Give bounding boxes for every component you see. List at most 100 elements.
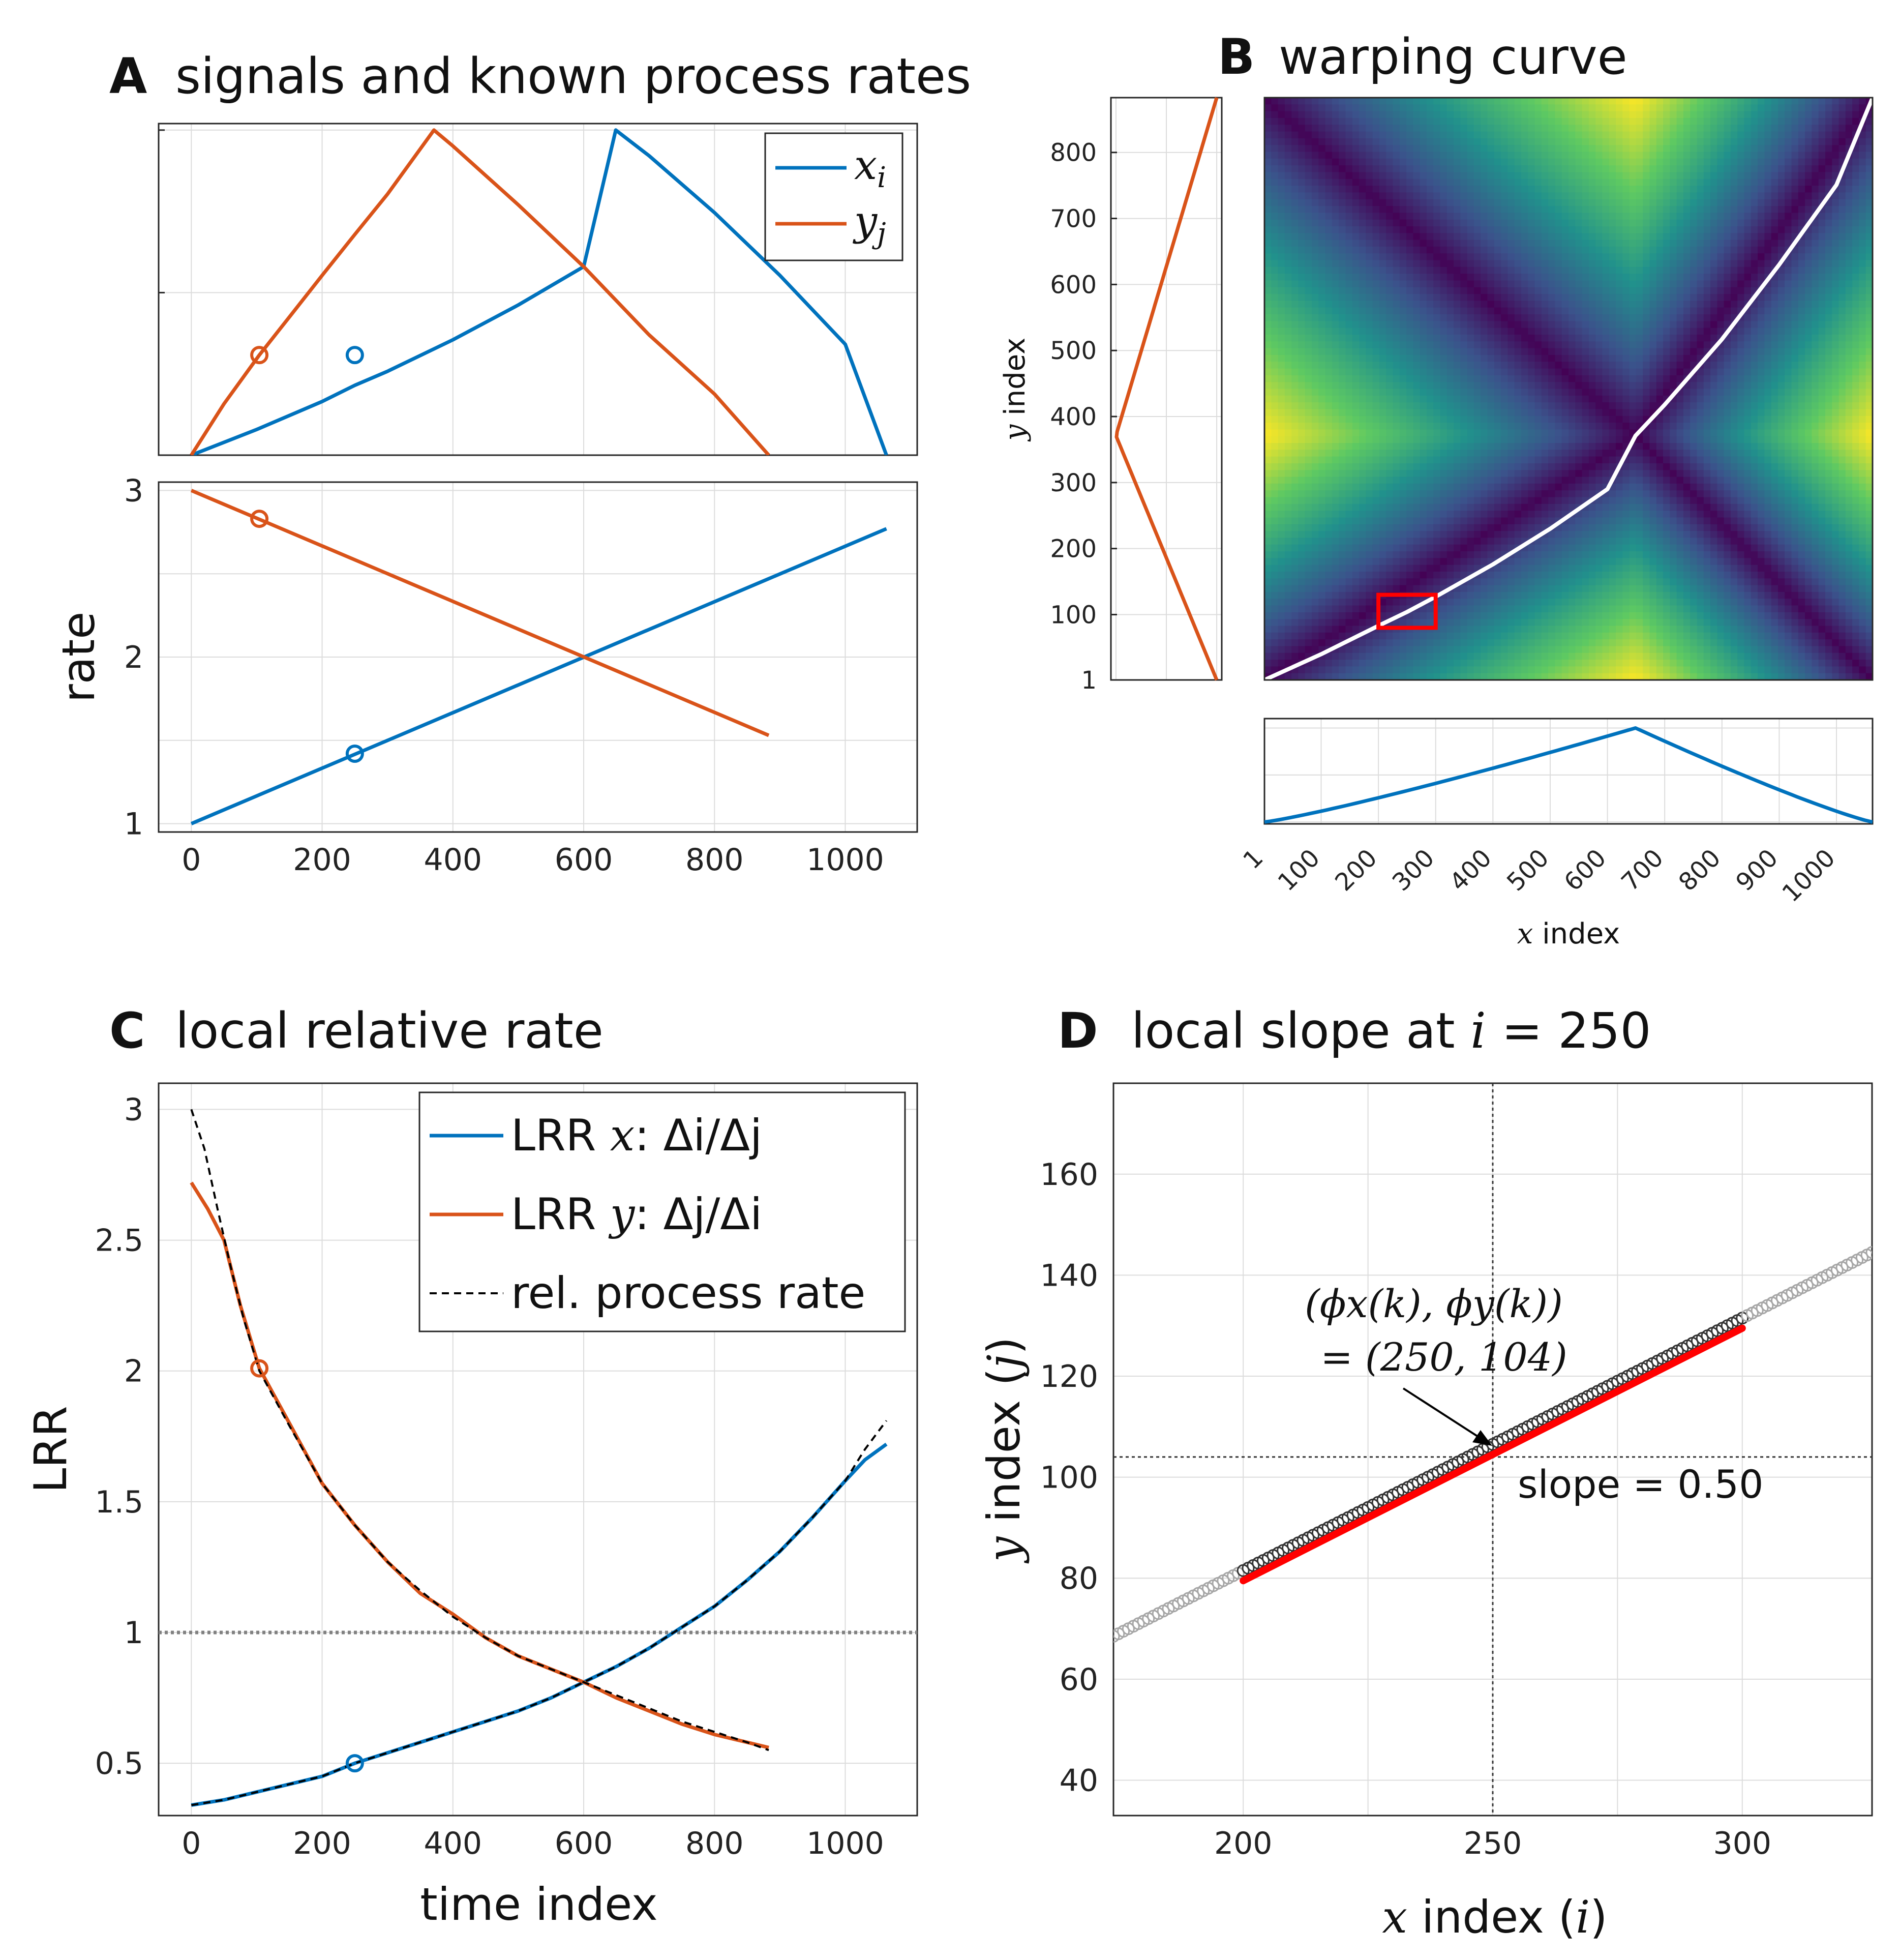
b-heatmap-cell [1588, 477, 1596, 484]
b-heatmap-cell [1481, 328, 1488, 335]
b-heatmap-cell [1501, 348, 1509, 355]
b-heatmap-cell [1393, 578, 1400, 586]
b-heatmap-cell [1332, 172, 1339, 180]
b-heatmap-cell [1609, 605, 1616, 613]
b-heatmap-cell [1413, 348, 1421, 355]
b-heatmap-cell [1602, 456, 1610, 464]
b-heatmap-cell [1345, 165, 1353, 173]
b-heatmap-cell [1420, 307, 1427, 315]
b-heatmap-cell [1352, 348, 1360, 355]
b-heatmap-cell [1446, 165, 1454, 173]
b-heatmap-cell [1318, 301, 1326, 308]
b-heatmap-cell [1399, 483, 1407, 491]
b-heatmap-cell [1481, 266, 1488, 274]
b-heatmap-cell [1501, 152, 1509, 159]
b-heatmap-cell [1318, 341, 1326, 349]
b-heatmap-cell [1487, 470, 1495, 478]
b-heatmap-cell [1264, 335, 1272, 342]
b-heatmap-cell [1609, 503, 1616, 511]
b-heatmap-cell [1481, 652, 1488, 660]
b-heatmap-cell [1379, 389, 1386, 396]
b-heatmap-cell [1629, 152, 1637, 159]
b-heatmap-cell [1433, 341, 1441, 349]
b-heatmap-cell [1318, 585, 1326, 592]
b-heatmap-cell [1561, 253, 1569, 261]
b-heatmap-cell [1440, 652, 1447, 660]
b-heatmap-cell [1609, 260, 1616, 268]
b-heatmap-cell [1305, 524, 1312, 531]
b-heatmap-cell [1494, 544, 1501, 552]
b-heatmap-cell [1426, 652, 1434, 660]
b-heatmap-cell [1514, 266, 1522, 274]
b-heatmap-cell [1494, 511, 1501, 518]
b-heatmap-cell [1359, 652, 1367, 660]
b-heatmap-cell [1446, 443, 1454, 451]
b-heatmap-cell [1278, 415, 1285, 423]
b-heatmap-cell [1548, 131, 1556, 139]
b-heatmap-cell [1460, 314, 1468, 322]
b-heatmap-cell [1440, 531, 1447, 539]
a2-ytick-2: 3 [124, 473, 143, 509]
b-heatmap-cell [1284, 456, 1292, 464]
b-heatmap-cell [1460, 612, 1468, 619]
b-heatmap-cell [1582, 409, 1589, 417]
b-heatmap-cell [1622, 599, 1630, 606]
b-heatmap-cell [1514, 172, 1522, 180]
b-heatmap-cell [1487, 483, 1495, 491]
b-heatmap-cell [1602, 158, 1610, 166]
b-heatmap-cell [1318, 619, 1326, 627]
b-heatmap-cell [1366, 544, 1373, 552]
b-heatmap-cell [1399, 375, 1407, 382]
b-heatmap-cell [1569, 531, 1576, 539]
b-heatmap-cell [1514, 382, 1522, 390]
b-heatmap-cell [1521, 158, 1529, 166]
b-heatmap-cell [1629, 646, 1637, 654]
b-heatmap-cell [1528, 131, 1535, 139]
b-heatmap-cell [1433, 240, 1441, 247]
b-heatmap-cell [1298, 632, 1306, 640]
b-heatmap-cell [1264, 652, 1272, 660]
b-heatmap-cell [1399, 362, 1407, 369]
b-heatmap-cell [1548, 477, 1556, 484]
b-heatmap-cell [1264, 152, 1272, 159]
b-heatmap-cell [1514, 246, 1522, 254]
b-heatmap-cell [1284, 158, 1292, 166]
b-heatmap-cell [1460, 423, 1468, 430]
b-heatmap-cell [1494, 192, 1501, 200]
b-heatmap-cell [1541, 335, 1549, 342]
b-heatmap-cell [1616, 199, 1623, 206]
b-heatmap-cell [1609, 443, 1616, 451]
b-heatmap-cell [1291, 213, 1299, 220]
b-heatmap-cell [1454, 335, 1461, 342]
b-heatmap-cell [1386, 389, 1394, 396]
b-heatmap-cell [1501, 605, 1509, 613]
b-heatmap-cell [1325, 145, 1333, 153]
b-heatmap-cell [1481, 98, 1488, 105]
b-heatmap-cell [1481, 138, 1488, 145]
b-heatmap-cell [1541, 206, 1549, 214]
b-heatmap-cell [1548, 280, 1556, 288]
b-heatmap-cell [1629, 354, 1637, 362]
b-heatmap-cell [1413, 375, 1421, 382]
b-heatmap-cell [1399, 578, 1407, 586]
b-heatmap-cell [1521, 206, 1529, 214]
b-heatmap-cell [1339, 219, 1346, 227]
b-heatmap-cell [1487, 165, 1495, 173]
b-heatmap-cell [1454, 605, 1461, 613]
b-heatmap-cell [1636, 666, 1643, 674]
b-heatmap-cell [1582, 585, 1589, 592]
b-heatmap-cell [1440, 409, 1447, 417]
b-heatmap-cell [1643, 538, 1650, 545]
b-heatmap-cell [1629, 632, 1637, 640]
b-heatmap-cell [1339, 483, 1346, 491]
b-heatmap-cell [1325, 538, 1333, 545]
b-heatmap-cell [1325, 301, 1333, 308]
b-heatmap-cell [1534, 138, 1542, 145]
b-heatmap-cell [1460, 206, 1468, 214]
b-heatmap-cell [1501, 172, 1509, 180]
b-heatmap-cell [1386, 179, 1394, 186]
b-heatmap-cell [1372, 524, 1380, 531]
b-heatmap-cell [1616, 673, 1623, 680]
b-heatmap-cell [1521, 98, 1529, 105]
b-heatmap-cell [1305, 179, 1312, 186]
